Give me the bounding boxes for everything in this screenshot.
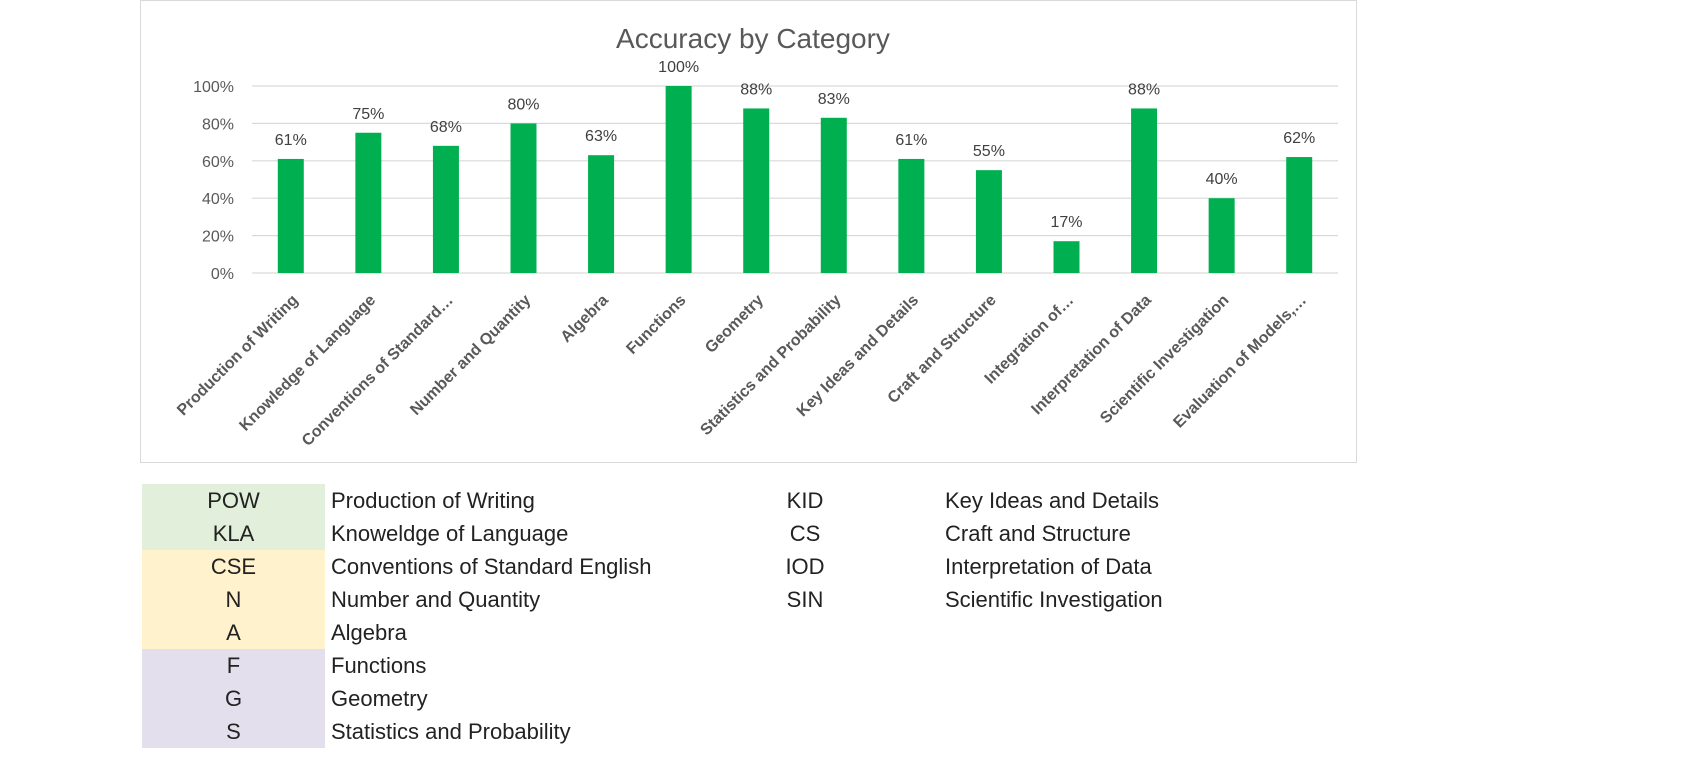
bar xyxy=(510,123,537,274)
bar xyxy=(277,158,304,273)
legend-full-name: Craft and Structure xyxy=(945,520,1131,546)
data-label: 75% xyxy=(352,106,384,123)
x-tick-label: Scientific Investigation xyxy=(1097,292,1232,427)
legend-full-name: Interpretation of Data xyxy=(945,553,1152,579)
legend-full-name: Geometry xyxy=(331,685,428,711)
legend-full-name: Knoweldge of Language xyxy=(331,520,569,546)
legend-row: S Statistics and Probability xyxy=(142,715,771,748)
legend-full-name: Functions xyxy=(331,652,427,678)
legend-full-name: Key Ideas and Details xyxy=(945,487,1160,513)
bar xyxy=(898,158,925,273)
chart-title: Accuracy by Category xyxy=(616,23,890,54)
data-label: 62% xyxy=(1283,130,1315,147)
y-tick-label: 0% xyxy=(211,266,234,283)
x-tick-label: Knowledge of Language xyxy=(236,292,379,435)
legend-abbr: N xyxy=(142,583,325,616)
legend-abbr: F xyxy=(142,649,325,682)
legend-full-name: Scientific Investigation xyxy=(945,586,1163,612)
bar xyxy=(1286,157,1313,273)
y-tick-label: 60% xyxy=(202,154,234,171)
bar xyxy=(588,155,615,273)
data-label: 80% xyxy=(507,96,539,113)
legend-row: A Algebra xyxy=(142,616,771,649)
legend-row: CS Craft and Structure xyxy=(730,517,1345,550)
bar xyxy=(1208,198,1235,273)
legend-full-name: Production of Writing xyxy=(331,487,535,513)
x-tick-label: Evaluation of Models,… xyxy=(1170,292,1310,432)
x-tick-label: Statistics and Probability xyxy=(697,292,844,439)
legend-full-name: Statistics and Probability xyxy=(331,718,571,744)
y-tick-label: 100% xyxy=(193,79,234,96)
data-label: 88% xyxy=(1128,81,1160,98)
legend-row: SIN Scientific Investigation xyxy=(730,583,1345,616)
legend-full-name: Number and Quantity xyxy=(331,586,541,612)
legend-full-name: Conventions of Standard English xyxy=(331,553,652,579)
data-label: 40% xyxy=(1206,171,1238,188)
legend-row: KID Key Ideas and Details xyxy=(730,484,1345,517)
chart-container: Accuracy by Category 0% 20% 40% 60% 80% 100% … xyxy=(140,0,1357,463)
bar xyxy=(1053,241,1080,273)
legend-row: G Geometry xyxy=(142,682,771,715)
data-label: 88% xyxy=(740,81,772,98)
legend-row: N Number and Quantity xyxy=(142,583,771,616)
bar xyxy=(743,108,770,273)
data-label: 63% xyxy=(585,128,617,145)
legend-abbr: CSE xyxy=(142,550,325,583)
bar xyxy=(355,132,382,273)
data-label: 55% xyxy=(973,143,1005,160)
legend-abbr: KID xyxy=(786,487,824,513)
bar xyxy=(432,145,459,273)
legend-abbr: SIN xyxy=(786,586,824,612)
legend-abbr: POW xyxy=(142,484,325,517)
data-label: 17% xyxy=(1050,214,1082,231)
legend-abbr: S xyxy=(142,715,325,748)
data-label: 61% xyxy=(895,132,927,149)
x-tick-label: Functions xyxy=(623,292,689,358)
data-label: 61% xyxy=(275,132,307,149)
legend-abbr: G xyxy=(142,682,325,715)
y-tick-label: 20% xyxy=(202,229,234,246)
legend-table-left: POW Production of Writing KLA Knoweldge of … xyxy=(142,484,771,748)
y-tick-label: 40% xyxy=(202,191,234,208)
legend-row: KLA Knoweldge of Language xyxy=(142,517,771,550)
legend-full-name: Algebra xyxy=(331,619,407,645)
bar xyxy=(820,117,847,273)
legend-abbr: A xyxy=(142,616,325,649)
bar xyxy=(975,170,1002,273)
legend-abbr: KLA xyxy=(142,517,325,550)
data-label: 83% xyxy=(818,91,850,108)
legend-abbr: CS xyxy=(789,520,821,546)
x-tick-label: Conventions of Standard… xyxy=(299,292,457,450)
legend-row: F Functions xyxy=(142,649,771,682)
y-tick-label: 80% xyxy=(202,116,234,133)
legend-table-right: KID Key Ideas and Details CS Craft and Stru… xyxy=(730,484,1345,616)
data-label: 100% xyxy=(658,59,699,76)
legend-row: POW Production of Writing xyxy=(142,484,771,517)
data-label: 68% xyxy=(430,119,462,136)
bar-chart: Accuracy by Category 0%20%40%60%80%100% … xyxy=(174,23,1338,450)
x-tick-label: Algebra xyxy=(558,292,612,346)
x-tick-label: Geometry xyxy=(702,292,767,357)
legend-abbr: IOD xyxy=(785,553,825,579)
bar xyxy=(665,86,692,273)
legend-row: IOD Interpretation of Data xyxy=(730,550,1345,583)
bar xyxy=(1131,108,1158,273)
legend-row: CSE Conventions of Standard English xyxy=(142,550,771,583)
